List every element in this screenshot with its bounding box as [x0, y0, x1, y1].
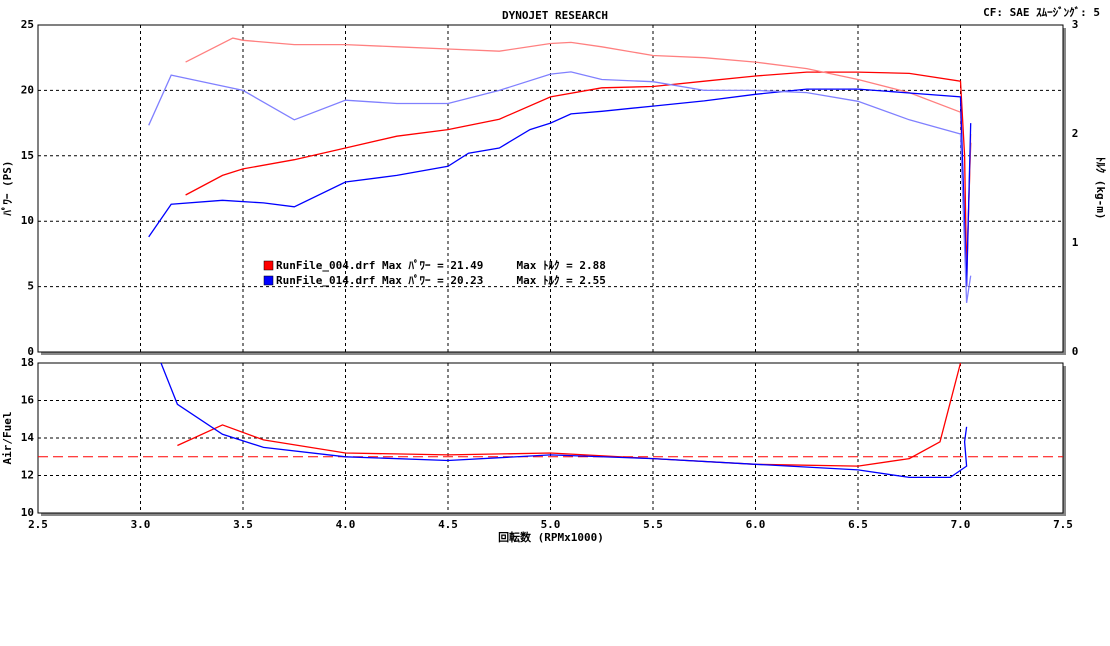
x-tick-label: 4.0: [336, 518, 356, 531]
y-tick-label: 25: [21, 18, 34, 31]
y2-tick-label: 1: [1072, 236, 1079, 249]
legend-swatch: [263, 275, 274, 286]
x-axis-label: 回転数 (RPMx1000): [498, 530, 604, 544]
data-line: [185, 71, 972, 274]
data-line: [148, 88, 972, 287]
y-tick-label: 10: [21, 506, 34, 519]
x-tick-label: 6.0: [746, 518, 766, 531]
y2-tick-label: 3: [1072, 18, 1079, 31]
chart-title: DYNOJET RESEARCH: [502, 9, 608, 22]
x-tick-label: 7.5: [1053, 518, 1073, 531]
y2-tick-label: 0: [1072, 345, 1079, 358]
x-tick-label: 3.0: [131, 518, 151, 531]
legend-label: RunFile_004.drf Max ﾊﾟﾜｰ = 21.49 Max ﾄﾙｸ…: [276, 258, 606, 272]
y-axis-label: Air/Fuel: [1, 412, 14, 465]
x-tick-label: 6.5: [848, 518, 868, 531]
y-tick-label: 16: [21, 394, 35, 407]
x-tick-label: 4.5: [438, 518, 458, 531]
annotation: CF: SAE ｽﾑｰｼﾞﾝｸﾞ: 5: [983, 5, 1100, 19]
y-tick-label: 20: [21, 83, 34, 96]
data-line: [160, 362, 968, 479]
x-tick-label: 5.5: [643, 518, 663, 531]
y-axis-label: ﾊﾟﾜｰ (PS): [0, 160, 14, 216]
y-tick-label: 10: [21, 214, 34, 227]
y-tick-label: 0: [27, 345, 34, 358]
y-tick-label: 5: [27, 280, 34, 293]
x-tick-label: 5.0: [541, 518, 561, 531]
y-tick-label: 15: [21, 149, 34, 162]
y2-tick-label: 2: [1072, 127, 1079, 140]
data-line: [185, 37, 972, 287]
y-tick-label: 12: [21, 469, 34, 482]
y-tick-label: 18: [21, 356, 34, 369]
data-line: [177, 362, 962, 467]
legend-label: RunFile_014.drf Max ﾊﾟﾜｰ = 20.23 Max ﾄﾙｸ…: [276, 273, 606, 287]
x-tick-label: 2.5: [28, 518, 48, 531]
x-tick-label: 7.0: [951, 518, 971, 531]
y2-axis-label: ﾄﾙｸ (kg-m): [1094, 157, 1107, 220]
x-tick-label: 3.5: [233, 518, 253, 531]
legend-swatch: [263, 260, 274, 271]
y-tick-label: 14: [21, 431, 35, 444]
data-line: [148, 71, 972, 303]
